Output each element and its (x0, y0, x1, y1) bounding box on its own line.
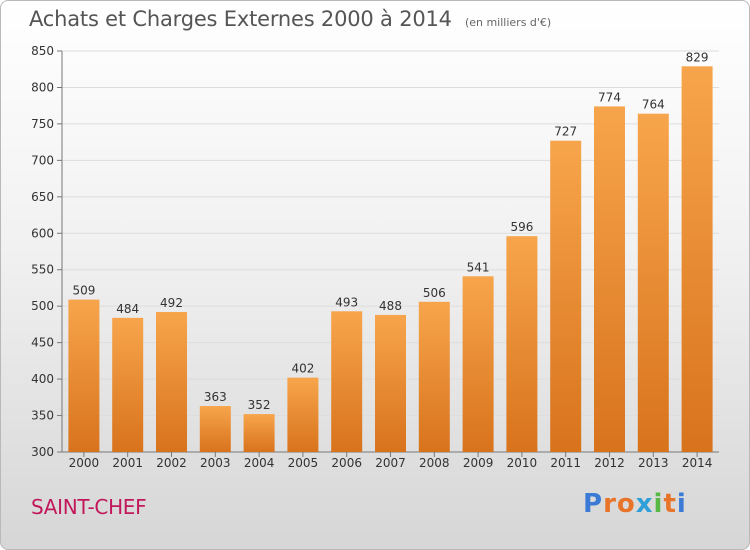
y-tick-label: 500 (31, 299, 54, 313)
bar (287, 377, 319, 452)
bar-value-label: 541 (467, 260, 490, 274)
y-tick-label: 450 (31, 336, 54, 350)
y-tick-label: 850 (31, 44, 54, 58)
y-tick-label: 750 (31, 117, 54, 131)
bar (506, 236, 538, 452)
bar (243, 414, 275, 452)
x-tick-label: 2013 (638, 456, 669, 470)
logo-letter: r (603, 489, 617, 519)
x-tick-label: 2005 (288, 456, 319, 470)
bar (550, 140, 582, 453)
x-tick-label: 2009 (463, 456, 494, 470)
x-tick-label: 2007 (375, 456, 406, 470)
bar (594, 106, 625, 452)
bar (112, 317, 144, 452)
bar-value-label: 764 (642, 98, 665, 112)
logo-letter: i (676, 489, 687, 519)
bar-value-label: 493 (335, 295, 358, 309)
x-tick-label: 2008 (419, 456, 450, 470)
logo-letter: P (583, 489, 604, 519)
logo-letter: o (616, 489, 636, 519)
x-tick-label: 2002 (156, 456, 187, 470)
bar-value-label: 488 (379, 299, 402, 313)
y-tick-label: 300 (31, 445, 54, 459)
logo-letter: i (653, 489, 664, 519)
x-tick-label: 2014 (682, 456, 713, 470)
bar-value-label: 774 (598, 90, 621, 104)
bar-value-label: 492 (160, 296, 183, 310)
bar-value-label: 363 (204, 390, 227, 404)
x-tick-label: 2010 (507, 456, 538, 470)
chart-unit: (en milliers d'€) (464, 16, 552, 29)
y-tick-label: 800 (31, 80, 54, 94)
y-tick-label: 600 (31, 226, 54, 240)
bar-value-label: 352 (248, 398, 271, 412)
bar-value-label: 596 (510, 220, 533, 234)
bar (637, 113, 669, 453)
y-tick-label: 650 (31, 190, 54, 204)
bar-value-label: 484 (116, 302, 139, 316)
y-tick-label: 400 (31, 372, 54, 386)
bar (462, 276, 494, 452)
x-tick-label: 2000 (69, 456, 100, 470)
bar-value-label: 509 (72, 284, 95, 298)
commune-name: SAINT-CHEF (31, 495, 147, 519)
bar-layer (68, 66, 713, 453)
bar-value-label: 829 (686, 50, 709, 64)
bar (681, 66, 713, 452)
y-tick-label: 350 (31, 409, 54, 423)
title-row: Achats et Charges Externes 2000 à 2014 (… (29, 7, 551, 31)
chart-title: Achats et Charges Externes 2000 à 2014 (29, 7, 452, 31)
bar-value-label: 727 (554, 125, 577, 139)
proxiti-logo[interactable]: Proxiti (583, 489, 687, 519)
label-layer: 300 350 400 450 500 550 600 650 700 750 800 850 509 2… (31, 44, 712, 470)
x-tick-label: 2004 (244, 456, 275, 470)
y-tick-label: 700 (31, 153, 54, 167)
x-tick-label: 2012 (594, 456, 625, 470)
x-tick-label: 2006 (331, 456, 362, 470)
x-tick-label: 2011 (550, 456, 581, 470)
bar (156, 312, 187, 452)
y-tick-label: 550 (31, 263, 54, 277)
bar-value-label: 506 (423, 286, 446, 300)
bar (68, 299, 100, 452)
x-tick-label: 2001 (112, 456, 143, 470)
bar-value-label: 402 (291, 362, 314, 376)
bar (375, 314, 406, 452)
bar (331, 311, 363, 452)
x-tick-label: 2003 (200, 456, 231, 470)
logo-letter: t (663, 489, 677, 519)
logo-letter: x (635, 489, 654, 519)
bar (418, 301, 450, 452)
bar (199, 406, 231, 452)
